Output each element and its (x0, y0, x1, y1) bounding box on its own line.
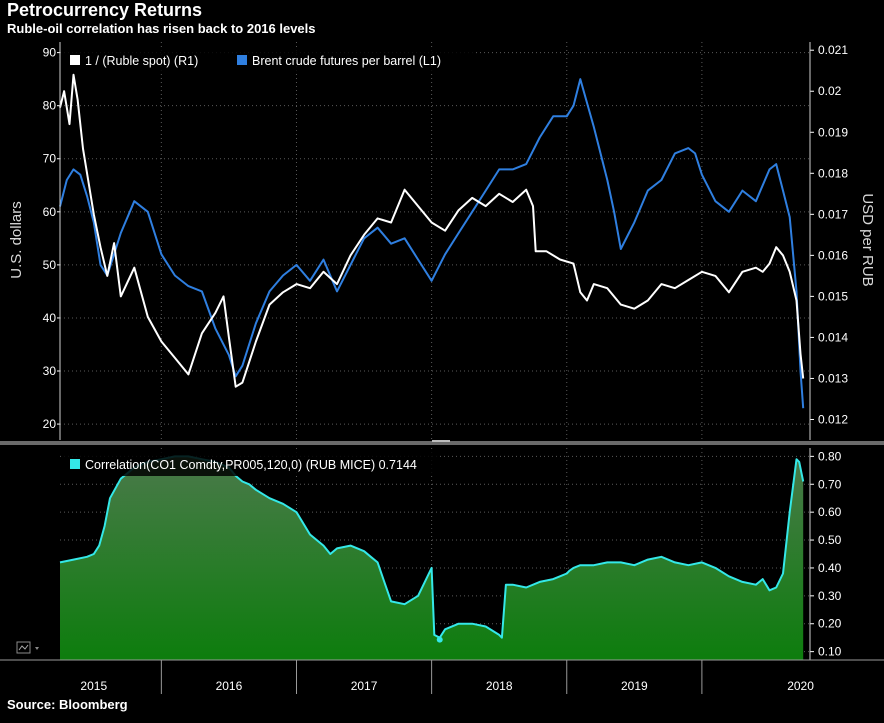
legend-swatch-brent (237, 55, 247, 65)
right-tick-label: 0.021 (818, 43, 848, 57)
chart-legends: 1 / (Ruble spot) (R1) Brent crude futures… (62, 48, 475, 476)
correlation-area (60, 456, 804, 660)
bottom-tick-label: 0.80 (818, 449, 842, 463)
bottom-tick-label: 0.50 (818, 533, 842, 547)
bottom-tick-label: 0.60 (818, 505, 842, 519)
right-tick-label: 0.013 (818, 371, 848, 385)
chevron-down-icon (35, 647, 39, 650)
top-legend-box (62, 48, 475, 72)
chart-type-icon (16, 641, 31, 654)
chart-type-icon-glyph (18, 644, 29, 651)
ruble-line (59, 73, 805, 388)
left-tick-label: 20 (43, 417, 57, 431)
right-tick-label: 0.017 (818, 207, 848, 221)
legend-label-brent: Brent crude futures per barrel (L1) (252, 54, 441, 68)
bottom-legend-box (62, 452, 440, 476)
right-tick-label: 0.019 (818, 125, 848, 139)
legend-swatch-correlation (70, 459, 80, 469)
x-axis: 2015 2016 2017 2018 2019 2020 (80, 660, 814, 694)
top-panel-grid (60, 42, 810, 440)
x-tick-label: 2019 (621, 679, 648, 693)
left-tick-label: 80 (43, 99, 57, 113)
legend-label-ruble: 1 / (Ruble spot) (R1) (85, 54, 198, 68)
right-tick-label: 0.02 (818, 84, 842, 98)
left-tick-label: 90 (43, 46, 57, 60)
right-tick-label: 0.016 (818, 248, 848, 262)
x-tick-label: 2018 (486, 679, 513, 693)
brent-line (59, 78, 805, 409)
bottom-tick-label: 0.10 (818, 645, 842, 659)
right-tick-label: 0.015 (818, 289, 848, 303)
chart-axes: 20 30 40 50 60 70 80 90 0.012 0.013 0.014 0.015 0.01… (0, 42, 884, 661)
right-tick-label: 0.014 (818, 330, 848, 344)
bottom-tick-label: 0.40 (818, 561, 842, 575)
chart-misc (0, 440, 884, 654)
right-axis-title: USD per RUB (859, 193, 876, 286)
left-axis-title: U.S. dollars (8, 201, 25, 279)
correlation-min-marker (436, 636, 443, 643)
right-tick-label: 0.012 (818, 412, 848, 426)
separator-handle (432, 440, 450, 442)
x-tick-label: 2015 (80, 679, 107, 693)
top-panel-series (59, 73, 805, 409)
bottom-panel-series (59, 455, 805, 660)
left-tick-label: 40 (43, 311, 57, 325)
bottom-tick-label: 0.70 (818, 477, 842, 491)
chart-title: Petrocurrency Returns (7, 0, 203, 20)
bottom-tick-label: 0.20 (818, 617, 842, 631)
legend-swatch-ruble (70, 55, 80, 65)
source-note: Source: Bloomberg (7, 697, 128, 712)
x-tick-label: 2016 (216, 679, 243, 693)
bottom-tick-label: 0.30 (818, 589, 842, 603)
x-tick-label: 2020 (787, 679, 814, 693)
left-tick-label: 30 (43, 364, 57, 378)
left-tick-label: 70 (43, 152, 57, 166)
legend-label-correlation: Correlation(CO1 Comdty,PR005,120,0) (RUB… (85, 458, 417, 472)
left-tick-label: 50 (43, 258, 57, 272)
right-tick-label: 0.018 (818, 166, 848, 180)
x-tick-label: 2017 (351, 679, 378, 693)
panel-separator (0, 441, 884, 445)
left-tick-label: 60 (43, 205, 57, 219)
chart-subtitle: Ruble-oil correlation has risen back to … (7, 21, 316, 36)
